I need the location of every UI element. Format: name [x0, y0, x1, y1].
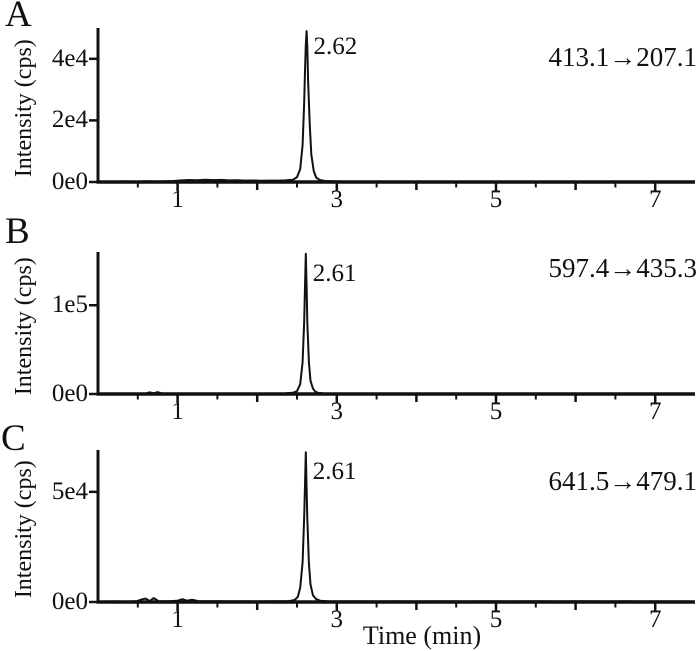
x-tick-label: 7: [648, 186, 662, 213]
x-tick-label: 5: [489, 398, 503, 425]
x-tick-label: 7: [648, 606, 662, 633]
panel-a-letter: A: [5, 0, 32, 35]
y-tick-label: 2e4: [51, 106, 88, 134]
peak-retention-time-label: 2.61: [312, 260, 357, 287]
chromatogram-trace-c: [101, 451, 691, 603]
x-tick-label: 1: [171, 186, 184, 213]
y-tick-label: 5e4: [51, 477, 88, 505]
chromatogram-trace-b: [101, 252, 691, 395]
peak-retention-time-label: 2.62: [313, 33, 358, 60]
panel-c-letter: C: [1, 418, 26, 459]
x-tick-label: 1: [171, 398, 184, 425]
chromatogram-trace-a: [101, 30, 691, 183]
peak-retention-time-label: 2.61: [312, 458, 357, 485]
x-tick-label: 1: [171, 606, 184, 633]
y-tick-label: 0e0: [51, 380, 88, 407]
y-tick-label: 0e0: [51, 168, 88, 195]
x-tick-label: 3: [330, 606, 344, 633]
x-tick-label: 3: [330, 398, 344, 425]
panel-b-letter: B: [5, 211, 30, 252]
y-tick-label: 0e0: [51, 588, 88, 615]
y-tick-label: 4e4: [51, 44, 88, 72]
x-axis-title: Time (min): [362, 621, 482, 650]
x-tick-label: 5: [489, 186, 503, 213]
x-tick-label: 7: [648, 398, 662, 425]
mrm-transition-label: 597.4→435.3: [548, 253, 698, 283]
mrm-transition-label: 413.1→207.1: [548, 42, 698, 72]
x-tick-label: 5: [489, 606, 503, 633]
x-tick-label: 3: [330, 186, 344, 213]
mrm-transition-label: 641.5→479.1: [548, 466, 698, 496]
y-tick-label: 1e5: [51, 291, 88, 319]
